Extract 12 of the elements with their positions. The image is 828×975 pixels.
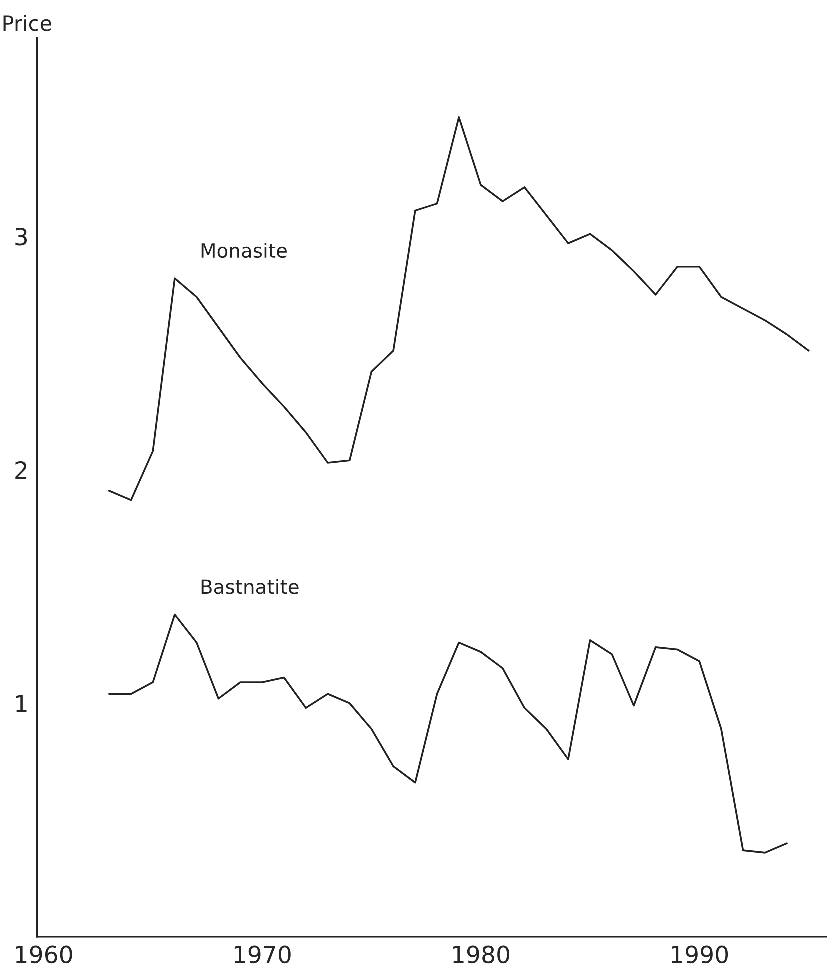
- y-axis-title: Price: [4, 15, 52, 32]
- y-tick-label: 1: [16, 695, 27, 712]
- series-label: Bastnatite: [202, 579, 299, 594]
- series-label: Monasite: [202, 243, 287, 258]
- line-series: [108, 116, 810, 502]
- x-tick-label: 1970: [234, 946, 291, 964]
- line-series: [108, 614, 788, 854]
- x-tick-label: 1990: [672, 946, 728, 964]
- x-tick-label: 1960: [16, 946, 72, 964]
- y-tick-label: 2: [16, 461, 27, 479]
- y-tick-label: 3: [16, 228, 28, 246]
- x-tick-label: 1980: [454, 946, 510, 964]
